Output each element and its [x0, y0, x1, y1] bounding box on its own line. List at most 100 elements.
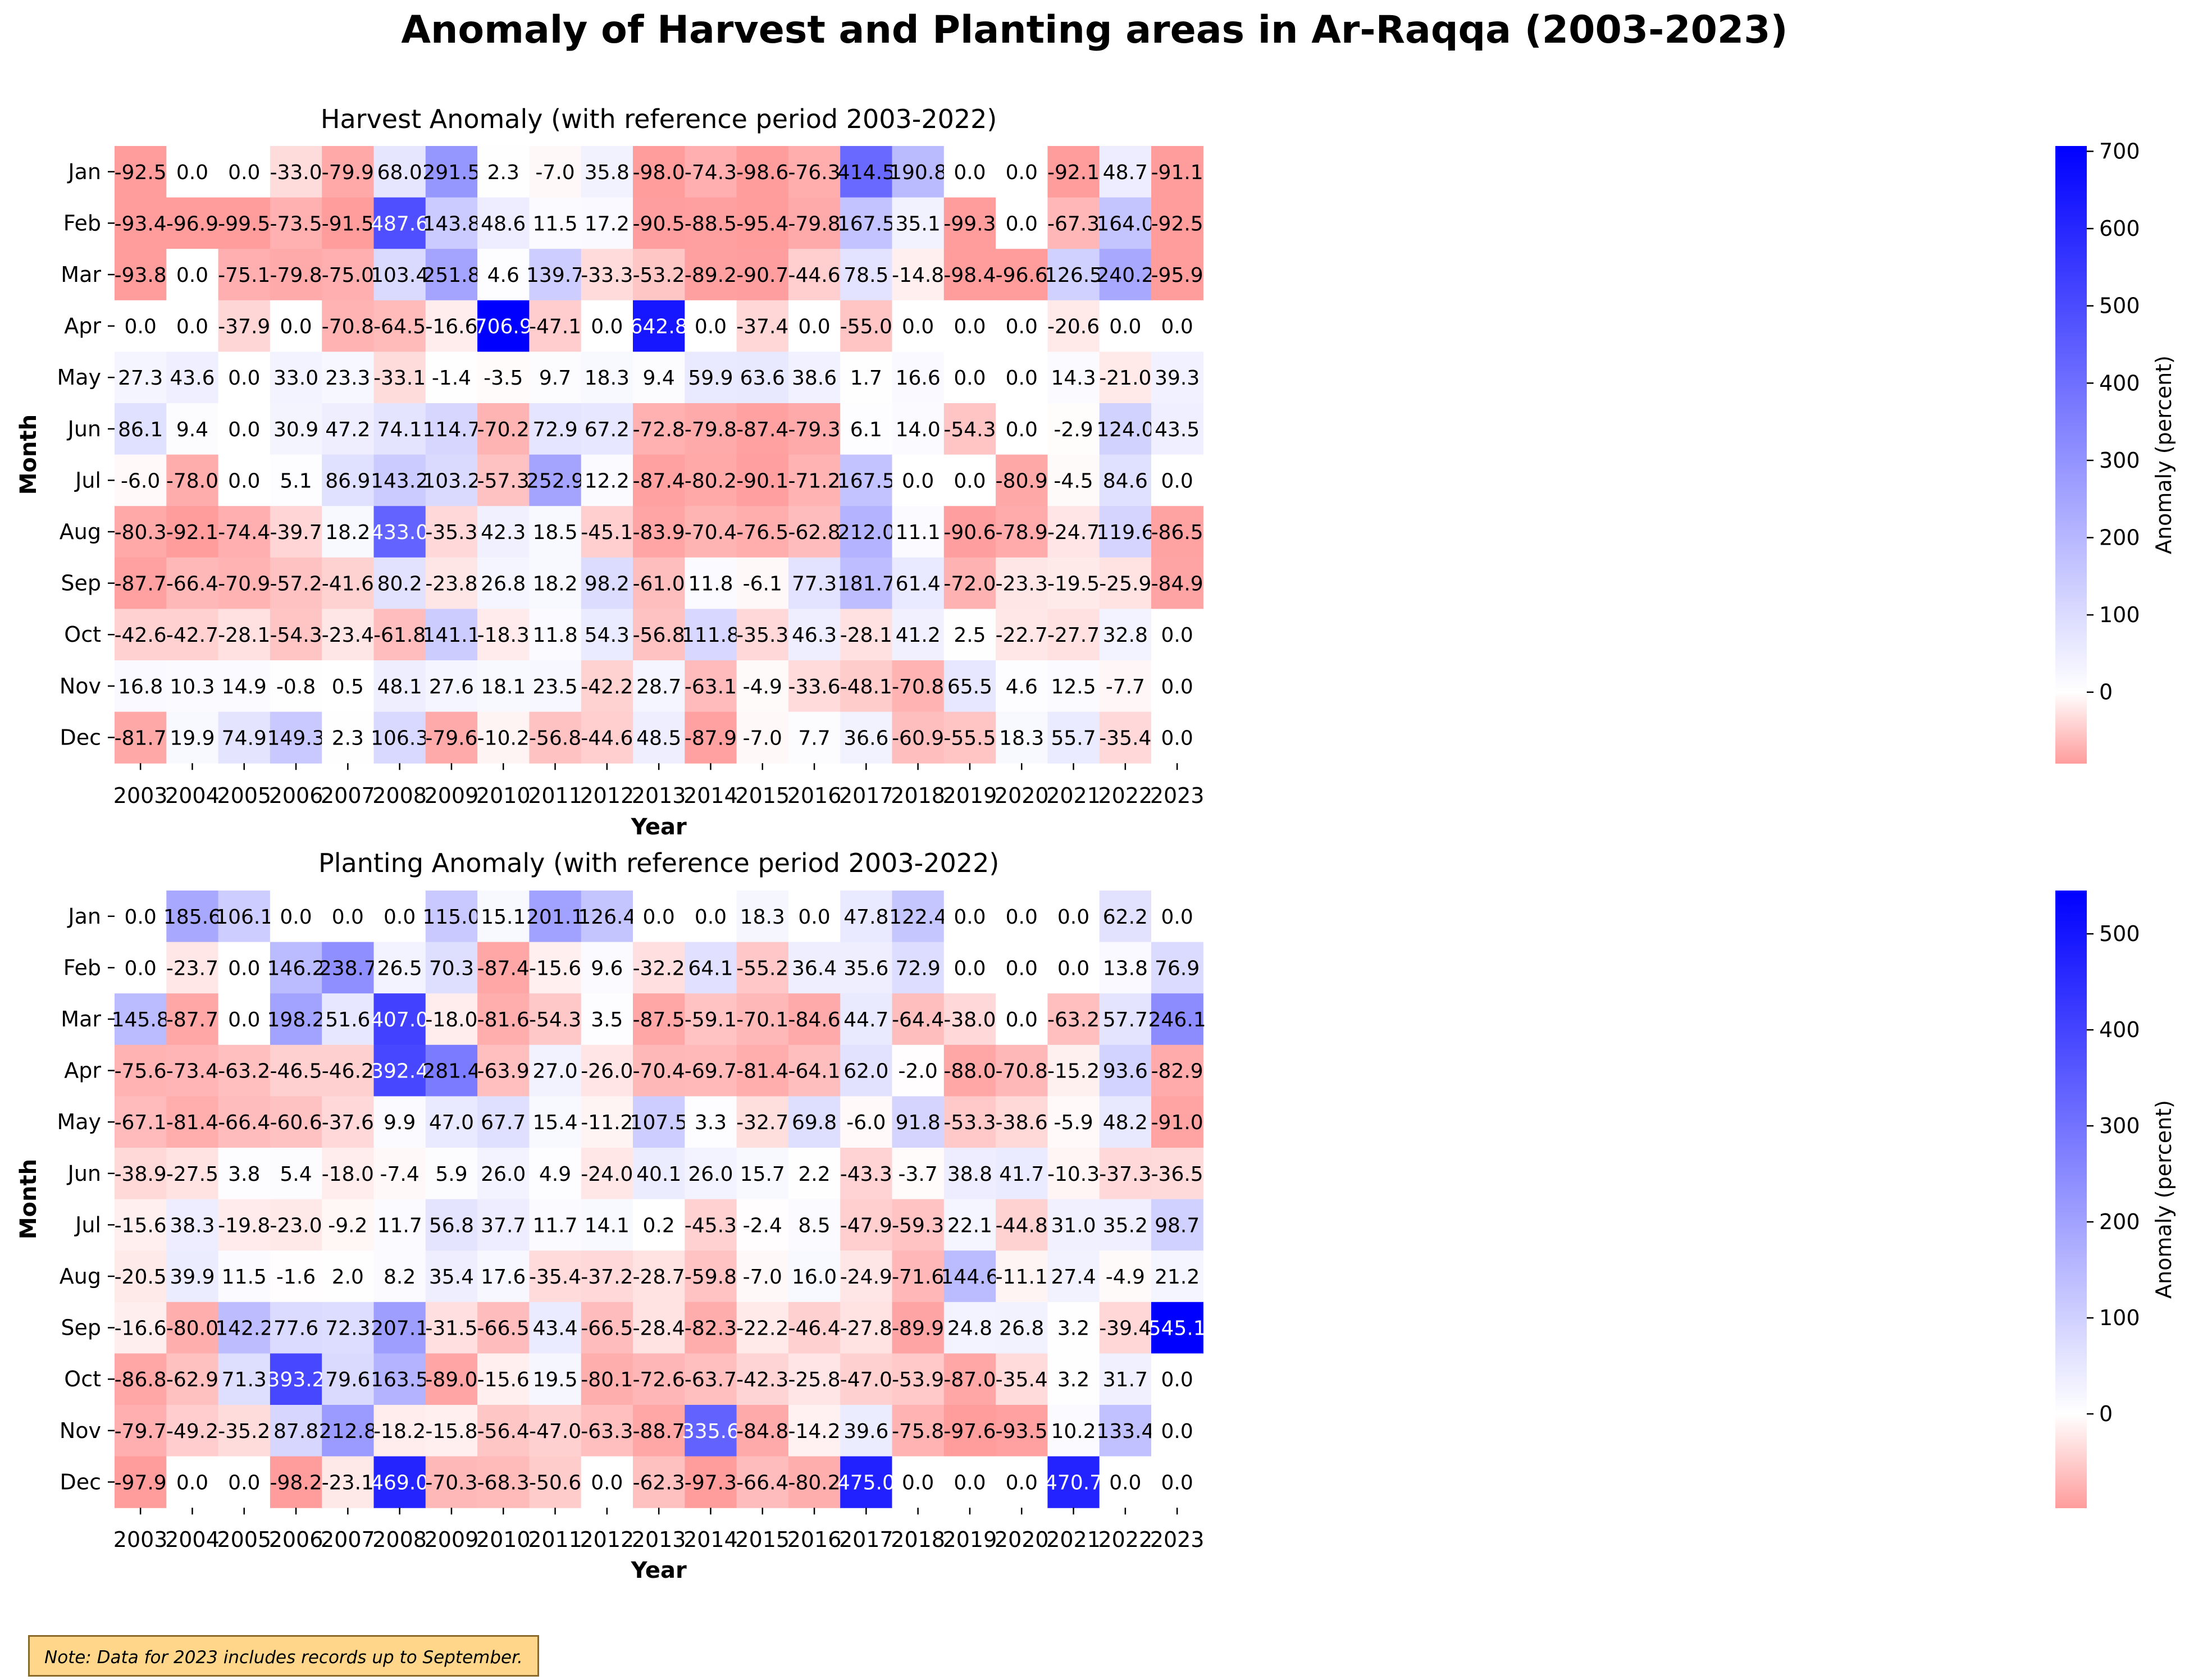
heatmap-cell — [1099, 1353, 1152, 1405]
heatmap-cell — [166, 1096, 219, 1148]
cell-value-label: -75.0 — [322, 264, 374, 287]
heatmap-cell — [1151, 1096, 1203, 1148]
cell-value-label: 9.9 — [384, 1111, 416, 1134]
heatmap-cell — [996, 1353, 1048, 1405]
heatmap-cell — [425, 609, 478, 661]
cell-value-label: 0.0 — [176, 161, 208, 184]
heatmap-cell — [943, 454, 996, 506]
heatmap-cell — [270, 506, 322, 558]
cell-value-label: -41.6 — [322, 573, 374, 596]
cell-value-label: 78.5 — [843, 264, 888, 287]
cell-value-label: -14.8 — [892, 264, 944, 287]
heatmap-cell — [1047, 403, 1100, 455]
main-title: Anomaly of Harvest and Planting areas in… — [401, 8, 1788, 52]
heatmap-cell — [1047, 1302, 1100, 1354]
cell-value-label: -15.2 — [1047, 1060, 1100, 1083]
heatmap-cell — [736, 146, 789, 198]
cell-value-label: -37.4 — [736, 316, 788, 339]
cell-value-label: -28.1 — [218, 624, 270, 647]
heatmap-cell — [788, 1044, 841, 1097]
heatmap-cell — [633, 1302, 685, 1354]
heatmap-cell — [633, 609, 685, 661]
cell-value-label: 2.3 — [332, 727, 364, 750]
cell-value-label: 5.9 — [435, 1163, 467, 1186]
cell-value-label: -11.2 — [581, 1111, 633, 1134]
colorbar-tick-label: 500 — [2099, 294, 2140, 318]
x-tick-label: 2006 — [269, 783, 323, 808]
cell-value-label: -80.2 — [685, 469, 737, 492]
heatmap-cell — [529, 993, 582, 1046]
heatmap-cell — [943, 506, 996, 558]
colorbar-tick-label: 500 — [2099, 921, 2140, 946]
heatmap-cell — [996, 711, 1048, 764]
heatmap-cell — [633, 1044, 685, 1097]
cell-value-label: -81.7 — [115, 727, 167, 750]
cell-value-label: 0.0 — [1109, 316, 1141, 339]
y-tick-label: Mar — [61, 1007, 101, 1031]
cell-value-label: -44.6 — [581, 727, 633, 750]
x-tick-label: 2014 — [683, 1527, 738, 1552]
cell-value-label: 40.1 — [636, 1163, 681, 1186]
heatmap-cell — [218, 1302, 271, 1354]
cell-value-label: -69.7 — [685, 1060, 737, 1083]
cell-value-label: 0.2 — [643, 1214, 675, 1237]
heatmap-cell — [736, 711, 789, 764]
heatmap-cell — [581, 557, 633, 609]
cell-value-label: 0.0 — [125, 316, 157, 339]
cell-value-label: 86.9 — [325, 469, 370, 492]
heatmap-cell — [1047, 146, 1100, 198]
cell-value-label: 545.1 — [1148, 1317, 1206, 1340]
heatmap-cell — [581, 403, 633, 455]
heatmap-cell — [373, 1096, 426, 1148]
heatmap-cell — [1099, 1302, 1152, 1354]
heatmap-cell — [736, 557, 789, 609]
heatmap-cell — [218, 1353, 271, 1405]
heatmap-cell — [115, 660, 167, 713]
heatmap-cell — [581, 1096, 633, 1148]
cell-value-label: 21.2 — [1155, 1266, 1200, 1289]
heatmap-cell — [996, 1148, 1048, 1200]
heatmap-cell — [1047, 1456, 1100, 1508]
cell-value-label: 7.7 — [798, 727, 830, 750]
colorbar — [2055, 891, 2087, 1508]
x-tick-label: 2005 — [217, 783, 271, 808]
x-tick-label: 2019 — [943, 1527, 997, 1552]
heatmap-cell — [685, 557, 737, 609]
heatmap-cell — [943, 1250, 996, 1303]
heatmap-cell — [115, 1148, 167, 1200]
heatmap-cell — [840, 249, 893, 301]
cell-value-label: -39.7 — [270, 521, 322, 544]
heatmap-cell — [840, 1353, 893, 1405]
cell-value-label: 0.0 — [591, 1471, 623, 1494]
cell-value-label: 41.2 — [896, 624, 941, 647]
heatmap-cell — [581, 993, 633, 1046]
cell-value-label: -60.9 — [892, 727, 944, 750]
cell-value-label: 2.5 — [954, 624, 986, 647]
cell-value-label: 335.6 — [682, 1420, 740, 1443]
cell-value-label: -44.6 — [788, 264, 840, 287]
cell-value-label: 642.8 — [630, 316, 688, 339]
heatmap-cell — [166, 1250, 219, 1303]
cell-value-label: -84.9 — [1151, 573, 1203, 596]
heatmap-cell — [892, 146, 945, 198]
heatmap-cell — [736, 891, 789, 943]
heatmap-cell — [1151, 300, 1203, 352]
heatmap-cell — [996, 609, 1048, 661]
heatmap-cell — [1099, 351, 1152, 404]
cell-value-label: 2.0 — [332, 1266, 364, 1289]
heatmap-cell — [218, 609, 271, 661]
cell-value-label: 11.7 — [377, 1214, 422, 1237]
x-tick-label: 2015 — [735, 783, 790, 808]
heatmap-cell — [840, 609, 893, 661]
y-tick-label: Jul — [74, 468, 101, 492]
x-tick-label: 2010 — [476, 783, 531, 808]
heatmap-cell — [892, 993, 945, 1046]
cell-value-label: 0.0 — [384, 906, 416, 929]
heatmap-cell — [529, 1096, 582, 1148]
cell-value-label: 23.5 — [532, 675, 577, 699]
cell-value-label: 31.0 — [1051, 1214, 1096, 1237]
heatmap-cell — [996, 557, 1048, 609]
heatmap-cell — [1151, 197, 1203, 249]
heatmap-cell — [166, 891, 219, 943]
cell-value-label: -7.0 — [743, 727, 782, 750]
